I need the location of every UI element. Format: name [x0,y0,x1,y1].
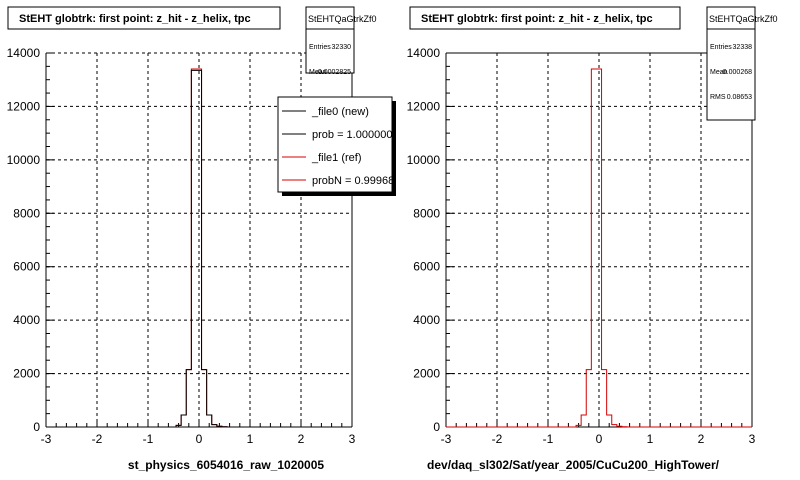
stats-label: Mean [710,69,728,76]
stats-box [706,6,756,121]
y-tick-label: 2000 [413,367,440,381]
y-tick-label: 12000 [407,99,441,113]
stats-value: 32338 [733,44,753,51]
x-tick-label: -3 [441,432,452,446]
x-tick-label: -2 [92,432,103,446]
y-tick-label: 6000 [13,260,40,274]
stats-value: 0.08653 [727,94,752,101]
histogram-series-1 [446,68,752,428]
y-tick-label: 0 [33,420,40,434]
x-tick-label: -1 [143,432,154,446]
stats-label: RMS [710,94,726,101]
title-box [409,6,681,30]
stats-name: StEHTQaGtrkZf0 [709,14,778,24]
y-tick-label: 10000 [407,153,441,167]
x-tick-label: -3 [41,432,52,446]
y-tick-label: 8000 [13,206,40,220]
x-tick-label: 2 [298,432,305,446]
y-tick-label: 4000 [413,313,440,327]
x-tick-label: 2 [698,432,705,446]
stats-value: -0.000268 [720,69,752,76]
y-tick-label: 4000 [13,313,40,327]
x-tick-label: -1 [543,432,554,446]
x-tick-label: 0 [196,432,203,446]
histogram-series-2 [46,69,352,428]
y-tick-label: 14000 [7,46,41,60]
y-tick-label: 10000 [7,153,41,167]
histogram-panel-2: 0 2000 4000 6000 8000 10000 12000 14000 -3 -2 -1 0 1… [407,6,778,472]
chart-title: StEHT globtrk: first point: z_hit - z_he… [19,13,251,25]
y-tick-label: 2000 [13,367,40,381]
x-tick-label: 3 [349,432,356,446]
y-tick-label: 12000 [7,99,41,113]
legend-entry: _file0 (new) [311,106,369,118]
histogram-panel-1: 0 2000 4000 6000 8000 10000 12000 14000 -3 -2 -1 0 1… [7,6,396,472]
y-tick-label: 6000 [413,260,440,274]
y-tick-label: 0 [433,420,440,434]
legend-box [277,96,393,193]
stats-name: StEHTQaGtrkZf0 [308,14,377,24]
chart-title: StEHT globtrk: first point: z_hit - z_he… [421,13,653,25]
stats-label: Entries [710,44,732,51]
stats-value: 32330 [332,44,352,51]
x-tick-label: 0 [596,432,603,446]
stats-label: Entries [309,44,331,51]
x-axis-label: st_physics_6054016_raw_1020005 [128,458,324,472]
legend-entry: probN = 0.99968 [312,175,394,187]
x-tick-label: 1 [247,432,254,446]
legend-entry: _file1 (ref) [311,152,362,164]
legend-entry: prob = 1.000000 [312,129,392,141]
y-tick-label: 8000 [413,206,440,220]
x-tick-label: 3 [749,432,756,446]
stats-label: Mean [309,69,327,76]
x-axis-label: dev/daq_sl302/Sat/year_2005/CuCu200_High… [427,458,720,472]
stats-box [305,6,355,74]
x-tick-label: 1 [647,432,654,446]
title-box [7,6,281,30]
x-tick-label: -2 [492,432,503,446]
y-tick-label: 14000 [407,46,441,60]
stats-value: -0.0002825 [316,69,352,76]
